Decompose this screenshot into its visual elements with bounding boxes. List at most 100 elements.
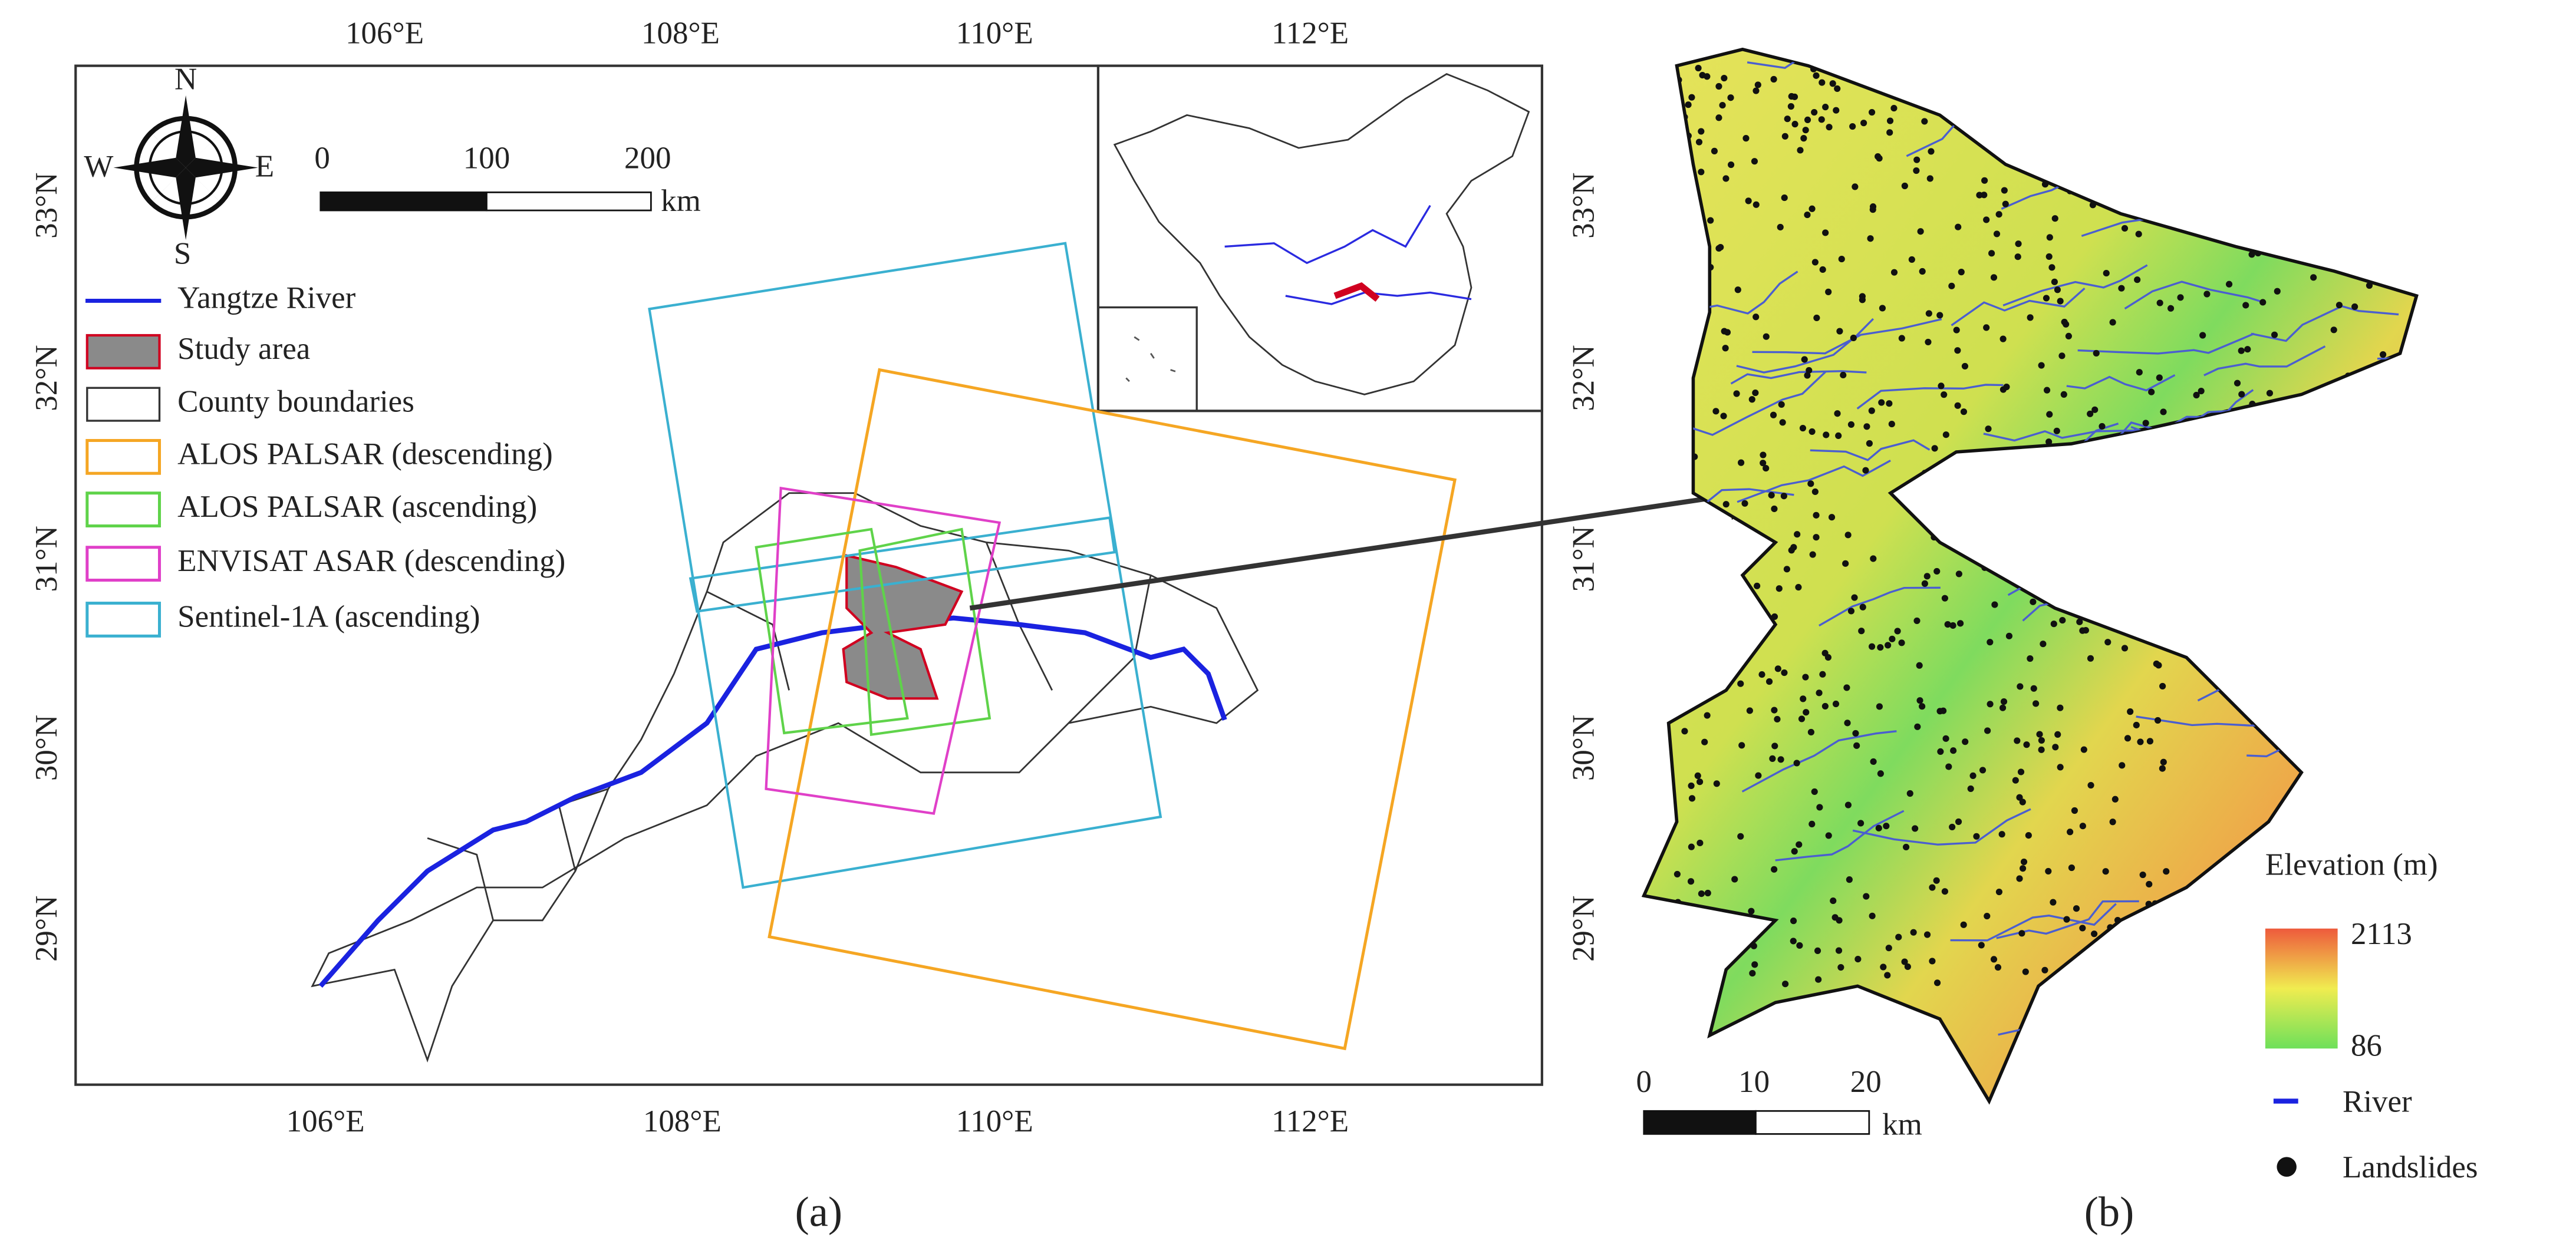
landslide-dot [1804,372,1811,379]
landslide-dot [1720,412,1727,420]
landslide-dot [1884,972,1891,979]
landslide-dot [2225,280,2233,288]
landslide-dot [1942,735,1949,742]
river-line [2285,177,2417,232]
landslide-dot [1681,967,1688,974]
sentinel-swath [689,516,1116,613]
landslide-dot [2366,415,2373,422]
river-line [1983,429,2140,442]
landslide-dot [2129,524,2136,531]
landslide-dot [1794,531,1801,538]
compass-e: E [255,149,274,183]
landslide-dot [1949,823,1956,830]
landslide-dot [2239,158,2246,165]
landslide-dot [2012,777,2019,784]
landslide-dot [2019,798,2026,806]
landslide-dot [1688,975,1695,982]
landslide-dot [1979,767,1987,774]
river-line [2037,470,2190,491]
landslide-dot [1906,790,1913,797]
landslide-dot [2370,151,2377,159]
landslide-dot [2389,212,2396,219]
landslide-dot [1868,643,1876,650]
landslide-dot [2017,683,2024,690]
landslide-dot [1960,408,1968,415]
landslide-dot [1828,514,1836,521]
lat-label: 29°N [1566,896,1600,962]
landslide-dot [2133,721,2140,729]
landslide-dot [2146,150,2153,157]
lon-label: 112°E [1271,1104,1349,1138]
scale-label: 200 [624,141,671,176]
landslide-dot [2309,126,2316,133]
landslide-dot [2051,278,2058,285]
landslide-dot [2111,796,2119,803]
landslide-dot [2301,112,2308,119]
landslide-dot [1753,314,1760,321]
landslide-dot [2380,351,2387,358]
landslide-dot [1722,501,1730,508]
legend-label: Sentinel-1A (ascending) [177,600,480,634]
landslide-dot [2121,645,2129,652]
landslide-dot [2054,286,2061,293]
landslide-dot [1919,66,1926,73]
landslide-dot [1770,75,1777,83]
landslide-dot [1677,939,1684,946]
landslide-dot [2036,731,2043,738]
landslide-dot [1919,703,1926,710]
caption-b: (b) [2084,1187,2134,1235]
landslide-dot [1686,561,1694,568]
landslide-dot [2340,100,2347,107]
landslide-dot [1859,296,1866,303]
landslide-dot [1954,347,1961,354]
landslide-dot [1809,551,1816,558]
landslide-dot [2014,737,2021,744]
landslide-dot [2351,303,2358,311]
landslide-dot [2091,62,2098,70]
landslide-dot [2115,176,2122,184]
landslide-dot [2297,412,2304,420]
landslide-dot [2042,128,2049,136]
landslide-dot [1758,671,1765,678]
river-line [1736,318,1874,374]
landslide-dot [1958,66,1965,73]
landslide-dot [2163,868,2170,875]
landslide-dot [2156,82,2164,89]
river-line [1951,287,2086,326]
landslide-dot [1816,804,1823,811]
landslide-dot [1819,266,1826,273]
landslide-dot [1813,534,1820,541]
scale-label: 10 [1738,1065,1770,1099]
lon-label: 106°E [286,1104,365,1138]
landslide-dot [1993,230,2001,237]
landslide-dot [2245,415,2252,422]
alos-asc-swath [755,527,909,735]
legend-title: Elevation (m) [2265,848,2438,882]
landslide-dot [2185,507,2192,514]
landslide-dot [2087,781,2094,789]
landslide-dot [2038,746,2045,753]
landslide-dot [1825,832,1832,839]
scale-label: 0 [1636,1065,1652,1099]
landslide-dot [2242,148,2249,155]
landslide-dot [1819,79,1826,86]
landslide-dot [1714,638,1721,645]
landslide-dot [1860,120,1867,127]
landslide-dot [1811,108,1818,116]
landslide-dot [1798,715,1806,722]
landslide-dot [1793,760,1800,767]
landslide-dot [2030,598,2037,605]
landslide-dot [2110,133,2117,140]
landslide-dot [2212,98,2219,105]
landslide-dot [1738,742,1745,749]
right-lat-labels: 33°N 32°N 31°N 30°N 29°N [1566,172,1600,961]
landslide-dot [1770,411,1777,418]
landslide-dot [2366,282,2373,289]
landslide-dot [2262,494,2269,501]
landslide-dot [1978,942,1985,949]
landslide-dot [2079,823,2086,830]
landslide-dot [1863,423,1870,430]
river-line [2251,305,2399,342]
landslide-dot [2160,589,2167,596]
landslide-dot [1886,117,1894,124]
